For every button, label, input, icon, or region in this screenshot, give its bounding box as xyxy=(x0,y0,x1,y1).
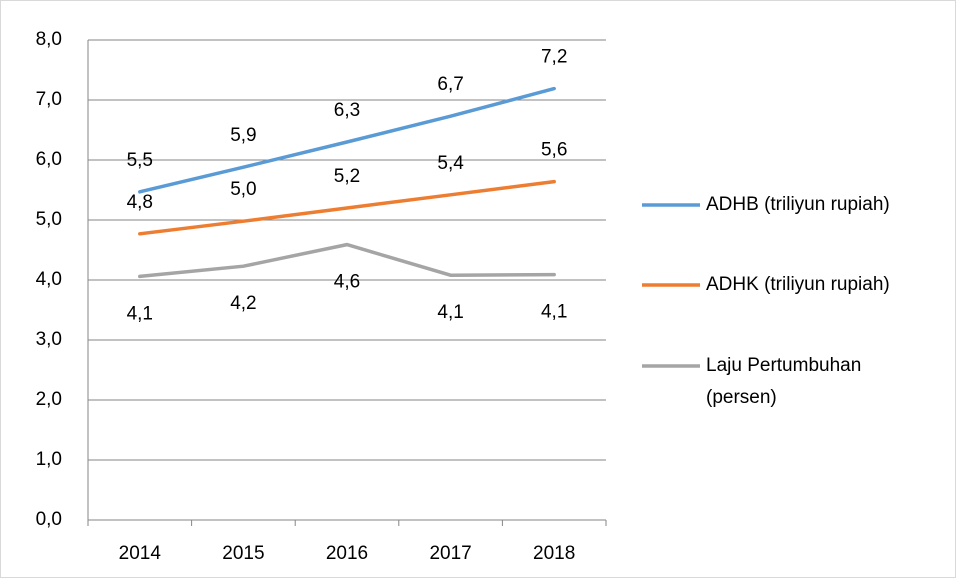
y-tick-label: 0,0 xyxy=(36,509,62,530)
series-line xyxy=(138,86,556,194)
legend-label: Laju Pertumbuhan (persen) xyxy=(706,355,861,408)
data-label: 4,1 xyxy=(127,303,153,324)
data-label: 6,7 xyxy=(437,74,463,95)
data-label: 5,2 xyxy=(334,166,360,187)
data-label: 5,0 xyxy=(230,179,256,200)
data-label: 5,9 xyxy=(230,125,256,146)
legend-label: ADHK (triliyun rupiah) xyxy=(706,274,890,295)
data-label: 7,2 xyxy=(541,47,567,68)
data-label: 5,4 xyxy=(437,153,464,174)
series-line xyxy=(138,179,556,236)
y-tick-label: 6,0 xyxy=(36,149,62,170)
x-tick-label: 2016 xyxy=(326,543,368,564)
y-tick-label: 4,0 xyxy=(36,269,62,290)
data-label: 4,6 xyxy=(334,272,360,293)
legend-label: ADHB (triliyun rupiah) xyxy=(706,194,890,215)
data-label: 4,8 xyxy=(127,192,153,213)
y-tick-label: 1,0 xyxy=(36,449,62,470)
x-tick-label: 2014 xyxy=(119,543,162,564)
y-tick-label: 3,0 xyxy=(36,329,62,350)
data-label: 6,3 xyxy=(334,100,360,121)
data-label: 5,5 xyxy=(127,150,153,171)
data-label: 4,2 xyxy=(230,293,256,314)
x-tick-label: 2015 xyxy=(222,543,264,564)
data-label: 5,6 xyxy=(541,140,567,161)
data-label: 4,1 xyxy=(541,302,567,323)
y-tick-label: 2,0 xyxy=(36,389,62,410)
y-tick-label: 8,0 xyxy=(36,29,62,50)
series-line xyxy=(138,242,556,279)
x-tick-label: 2017 xyxy=(429,543,471,564)
y-tick-label: 5,0 xyxy=(36,209,62,230)
x-tick-label: 2018 xyxy=(533,543,575,564)
data-label: 4,1 xyxy=(437,302,463,323)
y-tick-label: 7,0 xyxy=(36,89,62,110)
